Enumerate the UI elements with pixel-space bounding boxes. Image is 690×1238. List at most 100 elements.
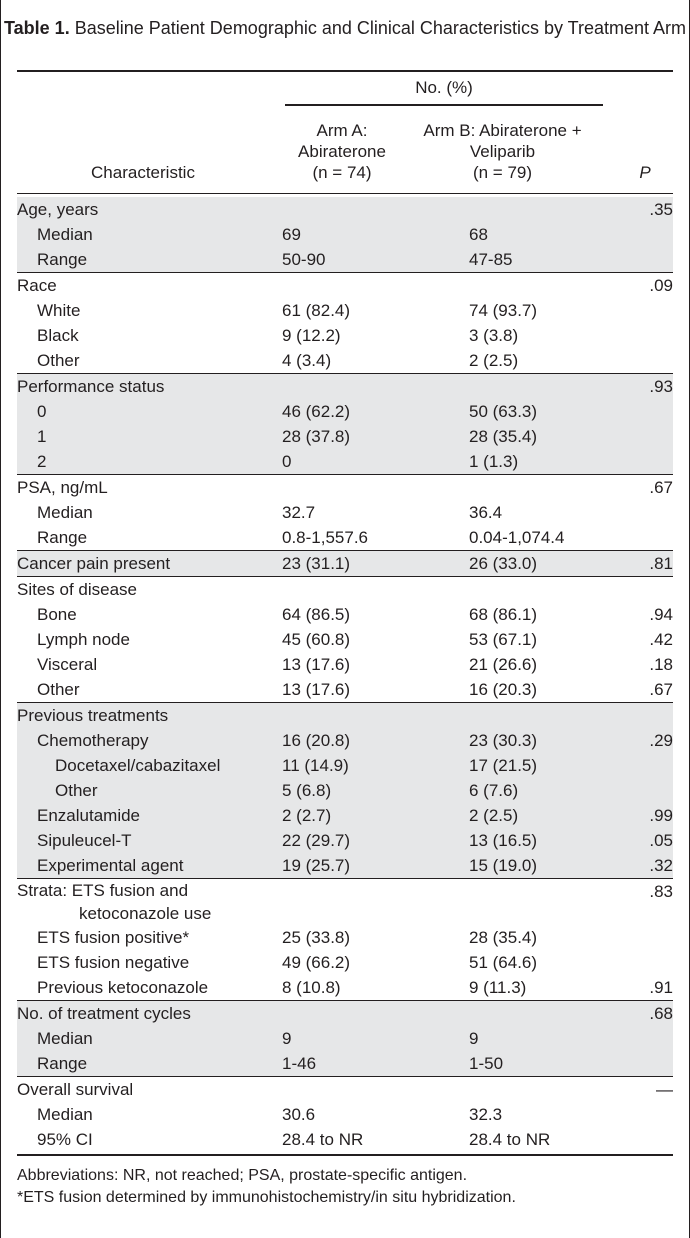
row-label: 0	[37, 402, 47, 421]
table-body: Age, years .35 Median 69 68 Range 50-90 47-85…	[17, 197, 673, 1152]
row-label: Bone	[37, 605, 77, 624]
arm-a-value: 9	[282, 1029, 292, 1048]
arm-a-value: 2 (2.7)	[282, 806, 332, 825]
row-label: Docetaxel/cabazitaxel	[55, 756, 221, 775]
spanner-rule	[285, 104, 603, 106]
arm-a-value: 49 (66.2)	[282, 953, 351, 972]
arm-a-value: 64 (86.5)	[282, 605, 351, 624]
table-row: Chemotherapy 16 (20.8) 23 (30.3) .29	[17, 728, 673, 753]
row-label: Sites of disease	[17, 580, 138, 599]
table-row: Overall survival —	[17, 1076, 673, 1102]
table-number: Table 1.	[4, 18, 70, 38]
table-row: Median 30.6 32.3	[17, 1102, 673, 1127]
arm-b-value: 53 (67.1)	[469, 630, 538, 649]
table-row: No. of treatment cycles .68	[17, 1000, 673, 1026]
table-row: White 61 (82.4) 74 (93.7)	[17, 298, 673, 323]
row-label: Sipuleucel-T	[37, 831, 132, 850]
table-row: Age, years .35	[17, 197, 673, 222]
arm-a-value: 23 (31.1)	[282, 554, 351, 573]
arm-a-value: 25 (33.8)	[282, 928, 351, 947]
row-label: Overall survival	[17, 1080, 134, 1099]
table-row: Strata: ETS fusion and ketoconazole use .8…	[17, 878, 673, 925]
table-row: 0 46 (62.2) 50 (63.3)	[17, 399, 673, 424]
arm-b-header: Arm B: Abiraterone + Veliparib (n = 79)	[410, 120, 595, 183]
arm-b-value: 2 (2.5)	[469, 806, 519, 825]
row-label: Lymph node	[37, 630, 130, 649]
characteristic-header: Characteristic	[91, 163, 195, 182]
arm-b-value: 28 (35.4)	[469, 427, 538, 446]
table-row: Previous treatments	[17, 702, 673, 728]
table-row: Range 0.8-1,557.6 0.04-1,074.4	[17, 525, 673, 550]
arm-b-value: 28 (35.4)	[469, 928, 538, 947]
arm-a-value: 30.6	[282, 1105, 316, 1124]
arm-a-value: 32.7	[282, 503, 316, 522]
row-label: Enzalutamide	[37, 806, 141, 825]
arm-b-value: 74 (93.7)	[469, 301, 538, 320]
row-label: Performance status	[17, 377, 165, 396]
table-row: Sipuleucel-T 22 (29.7) 13 (16.5) .05	[17, 828, 673, 853]
arm-a-value: 0.8-1,557.6	[282, 528, 369, 547]
table-caption: Table 1. Baseline Patient Demographic an…	[0, 18, 690, 39]
header-rule	[17, 193, 673, 194]
abbreviations-footnote: Abbreviations: NR, not reached; PSA, pro…	[17, 1167, 468, 1184]
row-label: Previous treatments	[17, 706, 169, 725]
p-value: .99	[649, 806, 673, 825]
row-label: Median	[37, 1105, 93, 1124]
row-label: 1	[37, 427, 47, 446]
arm-a-value: 28 (37.8)	[282, 427, 351, 446]
arm-a-value: 45 (60.8)	[282, 630, 351, 649]
arm-a-value: 11 (14.9)	[282, 756, 349, 775]
row-label: Chemotherapy	[37, 731, 149, 750]
arm-a-header: Arm A: Abiraterone (n = 74)	[282, 120, 402, 183]
arm-a-value: 8 (10.8)	[282, 978, 341, 997]
row-label: No. of treatment cycles	[17, 1004, 191, 1023]
arm-a-value: 4 (3.4)	[282, 351, 332, 370]
row-label: Previous ketoconazole	[37, 978, 209, 997]
p-value: .93	[649, 377, 673, 396]
table-row: Cancer pain present 23 (31.1) 26 (33.0) .81	[17, 550, 673, 576]
arm-a-value: 46 (62.2)	[282, 402, 351, 421]
arm-a-header-line: Arm A:	[316, 121, 368, 140]
row-label: Visceral	[37, 655, 98, 674]
row-label: ETS fusion positive*	[37, 928, 190, 947]
arm-b-value: 1-50	[469, 1054, 504, 1073]
p-value: .67	[649, 478, 673, 497]
arm-b-value: 51 (64.6)	[469, 953, 538, 972]
table-row: Performance status .93	[17, 373, 673, 399]
row-label: Range	[37, 1054, 88, 1073]
p-value: .09	[649, 276, 673, 295]
arm-b-header-line: Arm B: Abiraterone +	[423, 121, 582, 140]
arm-b-value: 16 (20.3)	[469, 680, 538, 699]
row-label: Median	[37, 503, 93, 522]
p-value: .83	[649, 882, 673, 901]
table-row: Enzalutamide 2 (2.7) 2 (2.5) .99	[17, 803, 673, 828]
row-label: Experimental agent	[37, 856, 184, 875]
row-label: Other	[37, 351, 80, 370]
row-label: 2	[37, 452, 47, 471]
table-row: Median 32.7 36.4	[17, 500, 673, 525]
arm-a-value: 9 (12.2)	[282, 326, 341, 345]
row-label: Median	[37, 1029, 93, 1048]
table-row: Median 69 68	[17, 222, 673, 247]
p-value: .05	[649, 831, 673, 850]
table-row: Docetaxel/cabazitaxel 11 (14.9) 17 (21.5)	[17, 753, 673, 778]
table-row: Other 4 (3.4) 2 (2.5)	[17, 348, 673, 373]
p-value-header: P	[639, 163, 651, 182]
p-value: .91	[649, 978, 673, 997]
row-label: Other	[55, 781, 98, 800]
arm-a-value: 0	[282, 452, 292, 471]
arm-b-value: 0.04-1,074.4	[469, 528, 565, 547]
row-label: Range	[37, 528, 88, 547]
row-label: Strata: ETS fusion and ketoconazole use	[17, 879, 257, 925]
arm-a-value: 28.4 to NR	[282, 1130, 364, 1149]
arm-a-value: 50-90	[282, 250, 326, 269]
table-row: Median 9 9	[17, 1026, 673, 1051]
row-label: White	[37, 301, 81, 320]
arm-b-value: 36.4	[469, 503, 503, 522]
arm-b-value: 9 (11.3)	[469, 978, 527, 997]
row-label: Age, years	[17, 200, 99, 219]
row-label-line: ketoconazole use	[79, 904, 212, 923]
table-row: Other 5 (6.8) 6 (7.6)	[17, 778, 673, 803]
table-footnotes: Abbreviations: NR, not reached; PSA, pro…	[17, 1165, 673, 1209]
bottom-rule	[17, 1154, 673, 1156]
